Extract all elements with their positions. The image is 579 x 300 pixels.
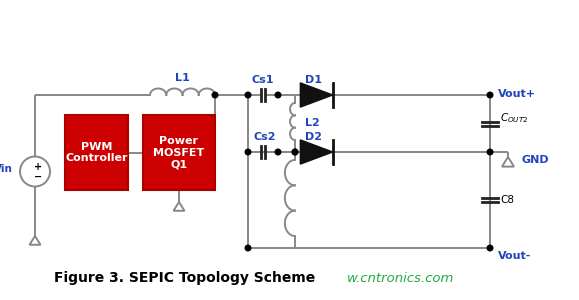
Text: Cs2: Cs2	[254, 132, 276, 142]
Circle shape	[487, 149, 493, 155]
Text: PWM
Controller: PWM Controller	[65, 142, 128, 163]
Circle shape	[275, 92, 281, 98]
Text: D1: D1	[305, 75, 322, 85]
Circle shape	[292, 149, 298, 155]
Text: L2: L2	[305, 118, 320, 128]
Text: w.cntronics.com: w.cntronics.com	[347, 272, 455, 284]
Polygon shape	[301, 140, 333, 164]
Text: −: −	[34, 172, 42, 182]
Text: +: +	[34, 161, 42, 172]
Text: Figure 3. SEPIC Topology Scheme: Figure 3. SEPIC Topology Scheme	[54, 271, 316, 285]
Text: Cs1: Cs1	[252, 75, 274, 85]
Circle shape	[292, 149, 298, 155]
Circle shape	[245, 92, 251, 98]
Circle shape	[275, 149, 281, 155]
Circle shape	[212, 92, 218, 98]
Text: D2: D2	[305, 132, 322, 142]
Circle shape	[245, 245, 251, 251]
Text: Vout+: Vout+	[498, 89, 536, 99]
Circle shape	[487, 92, 493, 98]
Text: Vout-: Vout-	[498, 251, 532, 261]
Bar	[65, 115, 128, 190]
Bar	[143, 115, 215, 190]
Text: L1: L1	[175, 73, 190, 83]
Polygon shape	[301, 83, 333, 107]
Text: $C_{OUT2}$: $C_{OUT2}$	[500, 112, 529, 125]
Circle shape	[487, 245, 493, 251]
Circle shape	[245, 149, 251, 155]
Text: C8: C8	[500, 195, 514, 205]
Text: Vin: Vin	[0, 164, 13, 175]
Text: Power
MOSFET
Q1: Power MOSFET Q1	[153, 136, 204, 169]
Text: GND: GND	[522, 155, 549, 165]
